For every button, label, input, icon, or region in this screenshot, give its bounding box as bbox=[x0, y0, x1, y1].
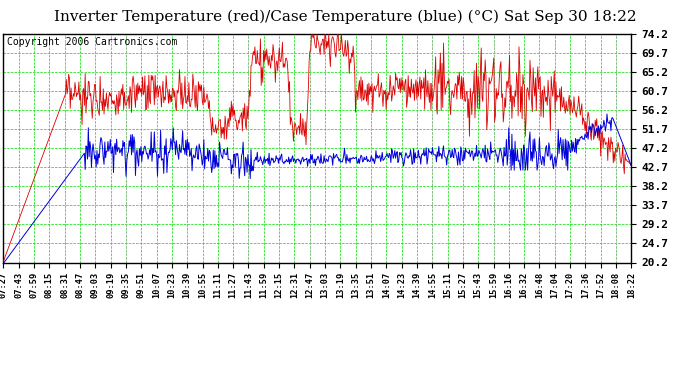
Text: Inverter Temperature (red)/Case Temperature (blue) (°C) Sat Sep 30 18:22: Inverter Temperature (red)/Case Temperat… bbox=[54, 9, 636, 24]
Text: Copyright 2006 Cartronics.com: Copyright 2006 Cartronics.com bbox=[7, 37, 177, 47]
